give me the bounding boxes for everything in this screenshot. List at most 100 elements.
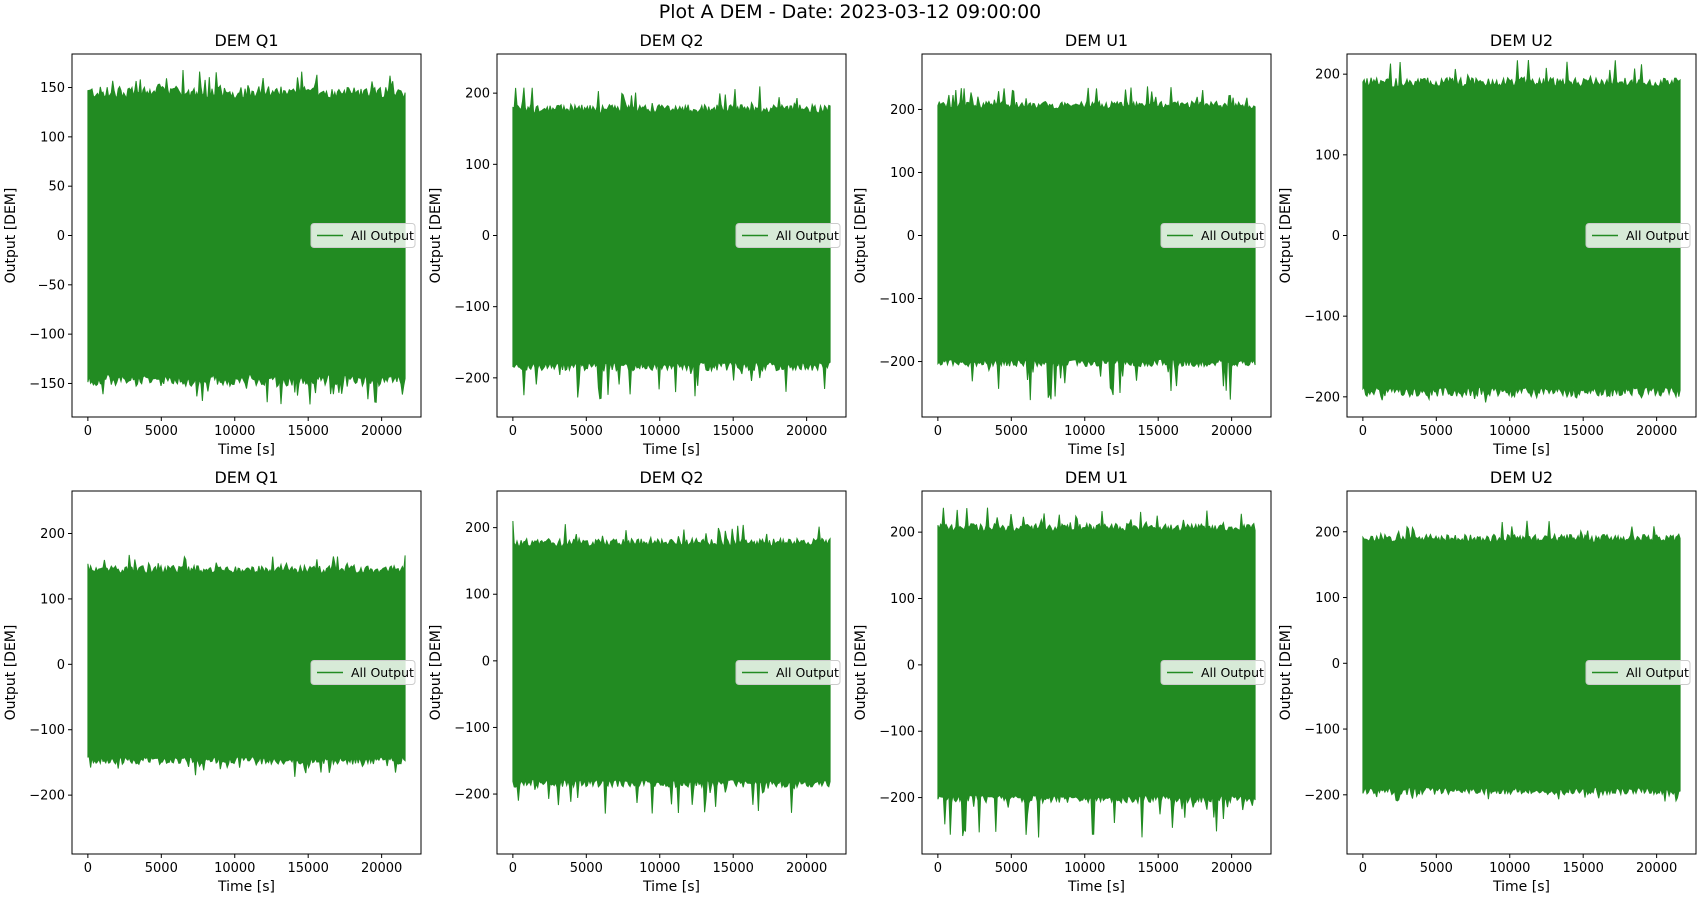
x-tick-label: 20000 — [361, 424, 402, 439]
y-tick-label: 0 — [57, 658, 65, 673]
subplot-title: DEM U1 — [1065, 468, 1128, 487]
x-tick-label: 10000 — [639, 424, 680, 439]
subplot-row2-col3: DEM U1 0 5000 10000 15000 20000 −200 −100 0 100 20… — [853, 468, 1272, 895]
series-line — [1362, 520, 1681, 803]
y-tick-label: −100 — [1304, 723, 1340, 738]
y-tick-label: −50 — [38, 278, 65, 293]
y-tick-label: −100 — [29, 328, 65, 343]
x-tick-label: 20000 — [1211, 424, 1252, 439]
series-line — [512, 520, 831, 814]
legend: All Output — [310, 223, 416, 248]
y-tick-label: 100 — [465, 158, 490, 173]
y-tick-label: −100 — [879, 292, 915, 307]
y-tick-label: 200 — [1315, 525, 1340, 540]
legend-box — [310, 223, 416, 248]
y-tick-label: −200 — [879, 791, 915, 806]
x-tick-label: 5000 — [995, 861, 1028, 876]
y-axis-label: Output [DEM] — [853, 188, 869, 284]
x-tick-label: 0 — [84, 424, 92, 439]
x-tick-label: 20000 — [1636, 424, 1677, 439]
x-tick-label: 10000 — [1064, 861, 1105, 876]
subplot-row1-col2: DEM Q2 0 5000 10000 15000 20000 −200 −100 0 100 20… — [428, 31, 847, 458]
y-axis-label: Output [DEM] — [428, 188, 444, 284]
x-tick-label: 5000 — [570, 861, 603, 876]
legend-box — [1585, 223, 1691, 248]
series-line — [87, 69, 406, 405]
subplot-title: DEM Q2 — [639, 31, 703, 50]
legend-label: All Output — [1201, 228, 1264, 243]
y-tick-label: 100 — [40, 130, 65, 145]
x-tick-label: 20000 — [1211, 861, 1252, 876]
y-axis-label: Output [DEM] — [3, 625, 19, 721]
y-tick-label: 100 — [40, 592, 65, 607]
x-axis-label: Time [s] — [642, 879, 700, 895]
y-tick-label: 100 — [1315, 591, 1340, 606]
legend-label: All Output — [1626, 228, 1689, 243]
x-tick-label: 5000 — [1420, 861, 1453, 876]
legend-label: All Output — [776, 228, 839, 243]
axes-frame — [921, 490, 1272, 855]
x-tick-label: 15000 — [288, 861, 329, 876]
y-axis-label: Output [DEM] — [3, 188, 19, 284]
series-line — [87, 554, 406, 777]
y-tick-label: 0 — [907, 229, 915, 244]
x-tick-label: 10000 — [214, 424, 255, 439]
subplot-row2-col2: DEM Q2 0 5000 10000 15000 20000 −200 −100 0 100 20… — [428, 468, 847, 895]
y-tick-label: −200 — [454, 371, 490, 386]
legend: All Output — [735, 223, 841, 248]
x-tick-label: 0 — [509, 424, 517, 439]
y-tick-label: −150 — [29, 377, 65, 392]
figure-title: Plot A DEM - Date: 2023-03-12 09:00:00 — [658, 1, 1042, 23]
legend: All Output — [1585, 660, 1691, 685]
subplot-row1-col3: DEM U1 0 5000 10000 15000 20000 −200 −100 0 100 20… — [853, 31, 1272, 458]
y-tick-label: −100 — [454, 721, 490, 736]
x-tick-label: 15000 — [1138, 861, 1179, 876]
x-tick-label: 0 — [934, 861, 942, 876]
x-tick-label: 5000 — [145, 861, 178, 876]
y-tick-label: 200 — [1315, 68, 1340, 83]
y-axis-label: Output [DEM] — [1278, 188, 1294, 284]
y-tick-label: 100 — [890, 166, 915, 181]
subplot-row1-col4: DEM U2 0 5000 10000 15000 20000 −200 −100 0 100 20… — [1278, 31, 1697, 458]
y-axis-label: Output [DEM] — [1278, 625, 1294, 721]
y-axis-label: Output [DEM] — [853, 625, 869, 721]
x-tick-label: 0 — [1359, 861, 1367, 876]
x-tick-label: 15000 — [1138, 424, 1179, 439]
subplot-row2-col4: DEM U2 0 5000 10000 15000 20000 −200 −100 0 100 20… — [1278, 468, 1697, 895]
y-tick-label: 200 — [890, 103, 915, 118]
series-line — [512, 86, 831, 400]
x-tick-label: 5000 — [145, 424, 178, 439]
y-tick-label: 200 — [465, 87, 490, 102]
y-tick-label: −200 — [454, 788, 490, 803]
x-tick-label: 15000 — [288, 424, 329, 439]
subplot-row2-col1: DEM Q1 0 5000 10000 15000 20000 −200 −100 0 100 20… — [3, 468, 422, 895]
y-tick-label: 100 — [465, 588, 490, 603]
x-axis-label: Time [s] — [217, 442, 275, 458]
x-axis-label: Time [s] — [217, 879, 275, 895]
legend: All Output — [1160, 223, 1266, 248]
y-tick-label: 100 — [890, 592, 915, 607]
y-tick-label: −200 — [29, 789, 65, 804]
subplot-title: DEM U2 — [1490, 468, 1553, 487]
legend-box — [735, 223, 841, 248]
y-tick-label: −100 — [454, 300, 490, 315]
y-tick-label: 0 — [1332, 657, 1340, 672]
legend-box — [1160, 660, 1266, 685]
y-tick-label: −200 — [1304, 788, 1340, 803]
y-tick-label: 200 — [890, 526, 915, 541]
x-tick-label: 20000 — [786, 424, 827, 439]
y-tick-label: 150 — [40, 81, 65, 96]
axes-frame — [71, 490, 422, 855]
x-axis-label: Time [s] — [1492, 879, 1550, 895]
series-line — [937, 507, 1256, 838]
legend-label: All Output — [1626, 665, 1689, 680]
y-tick-label: 0 — [482, 229, 490, 244]
subplot-title: DEM U1 — [1065, 31, 1128, 50]
subplot-title: DEM Q1 — [214, 468, 278, 487]
y-tick-label: 0 — [1332, 229, 1340, 244]
x-axis-label: Time [s] — [1492, 442, 1550, 458]
legend: All Output — [1160, 660, 1266, 685]
subplot-title: DEM U2 — [1490, 31, 1553, 50]
